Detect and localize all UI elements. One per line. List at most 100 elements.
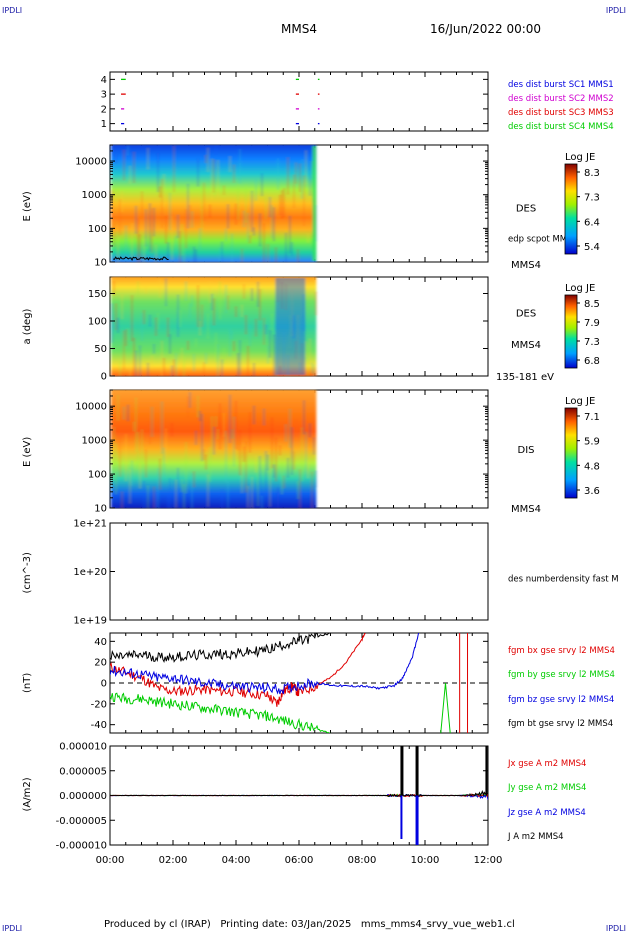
spectrogram-stripe <box>307 343 309 376</box>
density-y-label: 1e+21 <box>73 519 107 530</box>
spectro-y-label: 10 <box>94 504 107 515</box>
spectrogram-stripe <box>137 281 139 298</box>
spectrogram-stripe <box>173 479 175 508</box>
spectrogram-stripe <box>203 362 205 376</box>
spectrogram-stripe <box>259 288 261 321</box>
spectrogram-stripe <box>187 183 189 229</box>
spectrogram-stripe <box>155 317 157 336</box>
burst-legend-entry: des dist burst SC3 MMS3 <box>508 108 614 118</box>
colorbar-tick-label: 7.3 <box>584 193 600 204</box>
spectrogram-stripe <box>209 204 211 218</box>
spectrogram-stripe <box>171 365 173 376</box>
spectro-y-label: 150 <box>88 289 107 300</box>
spectrogram-stripe <box>171 216 173 260</box>
spectrogram-stripe <box>193 471 195 488</box>
spectrogram-stripe <box>235 203 237 225</box>
spectrogram-stripe <box>207 313 209 339</box>
spectrogram-stripe <box>243 446 245 462</box>
spectrogram-stripe <box>195 430 197 446</box>
spectro-y-label: 100 <box>88 470 107 481</box>
colorbar-tick-label: 3.6 <box>584 486 600 497</box>
spectrogram-stripe <box>255 455 257 473</box>
spectrogram-stripe <box>257 281 259 307</box>
spectrogram-stripe <box>173 359 175 376</box>
spectrogram-stripe <box>123 149 125 181</box>
spectrogram-stripe <box>127 145 129 156</box>
spectrogram-stripe <box>299 469 301 508</box>
spectrogram-stripe <box>143 238 145 262</box>
spectrogram-stripe <box>189 303 191 318</box>
current-legend-entry: Jz gse A m2 MMS4 <box>507 808 586 818</box>
spectrogram-stripe <box>213 159 215 193</box>
scpot-trace <box>113 256 169 261</box>
spectrogram-stripe <box>183 484 185 508</box>
spectrogram-stripe <box>249 412 251 453</box>
x-tick-label: 08:00 <box>348 855 377 866</box>
burst-y-label: 3 <box>101 90 107 101</box>
fgm-series-line <box>110 633 366 707</box>
current-y-label: -0.000005 <box>56 816 107 827</box>
spectrogram-stripe <box>153 343 155 354</box>
panel-spacecraft-label: MMS4 <box>511 340 541 351</box>
burst-panel-frame <box>109 71 489 132</box>
spectrogram-stripe <box>141 429 143 468</box>
spectrogram-stripe <box>113 223 115 247</box>
spectrogram-image <box>111 390 317 508</box>
spectrogram-stripe <box>217 159 219 198</box>
spectrogram-stripe <box>133 151 135 184</box>
fgm-y-label: -20 <box>91 699 107 710</box>
density-legend-entry: des numberdensity fast M <box>508 575 619 585</box>
spectrogram-stripe <box>119 199 121 236</box>
spectrogram-stripe <box>139 345 141 376</box>
spectrogram-stripe <box>263 408 265 426</box>
corner-mark-bottom-right: IPDLI <box>605 924 626 933</box>
fgm-series-line <box>110 633 420 695</box>
spectrogram-stripe <box>221 489 223 508</box>
spectrogram-stripe <box>257 194 259 203</box>
spectrogram-stripe <box>307 460 309 479</box>
spectrogram-stripe <box>191 211 193 228</box>
spectrogram-stripe <box>143 309 145 325</box>
spectro-axis-title: E (eV) <box>22 437 33 467</box>
spectrogram-stripe <box>305 150 307 185</box>
spectrogram-stripe <box>227 480 229 508</box>
density-y-label: 1e+19 <box>73 616 107 627</box>
spectrogram-stripe <box>205 352 207 364</box>
spectrogram-stripe <box>263 317 265 345</box>
spectrogram-stripe <box>255 318 257 337</box>
spectrogram-stripe <box>291 427 293 475</box>
colorbar-tick-label: 7.3 <box>584 337 600 348</box>
spectrogram-stripe <box>131 295 133 342</box>
spectrogram-stripe <box>163 173 165 207</box>
spectrogram-stripe <box>239 430 241 476</box>
spectrogram-stripe <box>131 460 133 486</box>
colorbar-title: Log JE <box>565 283 595 294</box>
spectrogram-stripe <box>127 404 129 422</box>
spectrogram-stripe <box>189 204 191 221</box>
fgm-y-label: -40 <box>91 720 107 731</box>
spectrogram-stripe <box>301 427 303 482</box>
spectrogram-stripe <box>179 310 181 328</box>
spectrogram-stripe <box>213 298 215 326</box>
spectrogram-stripe <box>133 337 135 376</box>
current-spike <box>415 746 419 796</box>
spectrogram-stripe <box>227 295 229 310</box>
spectrogram-stripe <box>125 433 127 482</box>
spectrogram-stripe <box>205 154 207 164</box>
spectrogram-stripe <box>237 352 239 376</box>
spectrogram-stripe <box>159 186 161 198</box>
spectrogram-stripe <box>271 205 273 239</box>
spectrogram-stripe <box>147 147 149 170</box>
spectrogram-stripe <box>183 237 185 262</box>
spectrogram-stripe <box>145 209 147 247</box>
spectrogram-stripe <box>167 242 169 262</box>
spectrogram-stripe <box>185 441 187 494</box>
spectrogram-stripe <box>265 324 267 335</box>
spectrogram-stripe <box>217 344 219 376</box>
spectrogram-stripe <box>137 218 139 262</box>
panel-spacecraft-label: MMS4 <box>511 504 541 515</box>
spectrogram-stripe <box>213 426 215 455</box>
spectrogram-stripe <box>257 457 259 507</box>
colorbar-tick-label: 5.4 <box>584 242 600 253</box>
spectrogram-stripe <box>313 437 315 455</box>
